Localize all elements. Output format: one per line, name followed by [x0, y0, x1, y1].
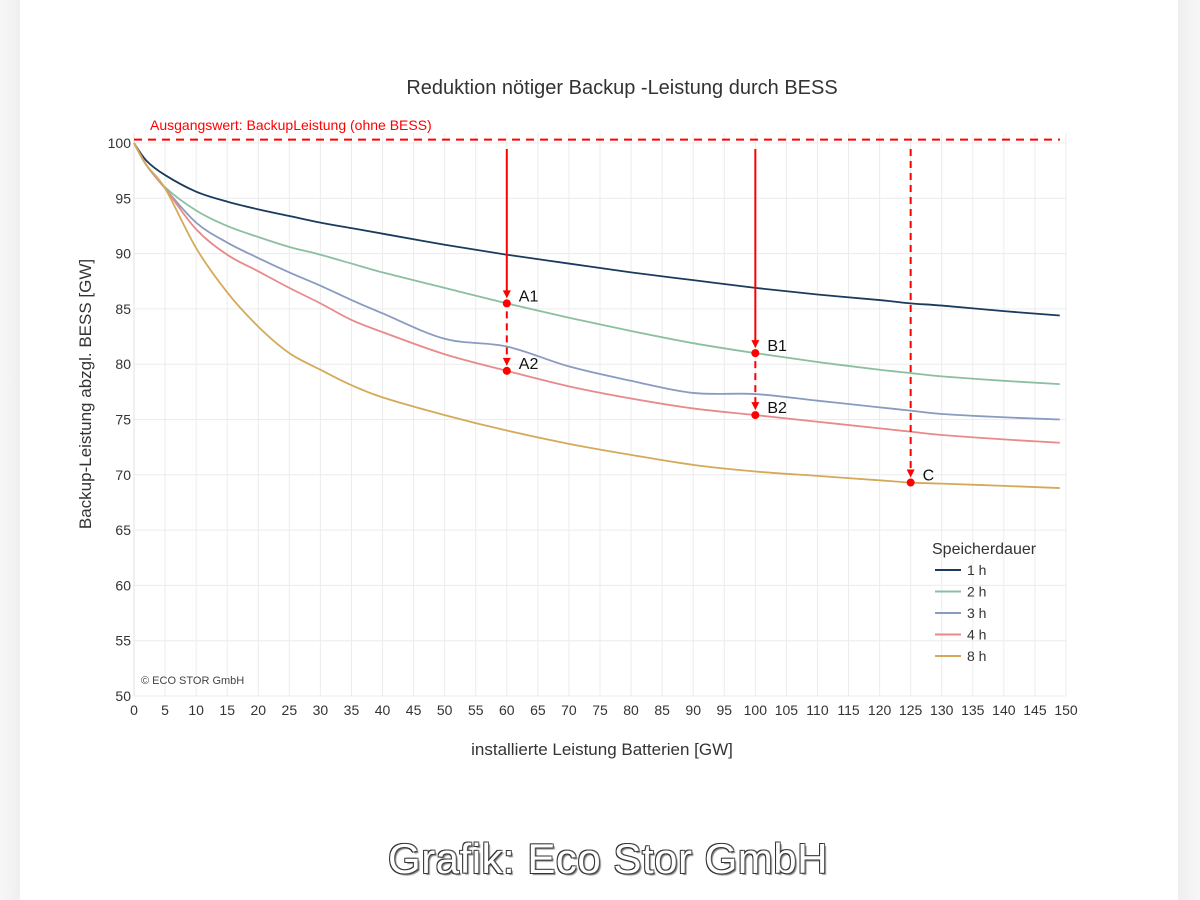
- series-line-2h: [133, 142, 1060, 386]
- x-tick-label: 150: [1054, 702, 1078, 718]
- x-tick-label: 140: [992, 702, 1016, 718]
- annotation-label: B1: [767, 338, 787, 355]
- arrow-head-icon: [751, 340, 760, 349]
- watermark: © ECO STOR GmbH: [141, 675, 244, 687]
- series-line-4h: [133, 142, 1060, 444]
- y-tick-label: 65: [115, 522, 131, 538]
- x-tick-label: 90: [685, 702, 701, 718]
- annotation-point: [502, 366, 511, 375]
- legend-item-label: 2 h: [967, 584, 986, 600]
- y-axis-ticks: 50 55 60 65 70 75 80 85 90 95 100: [108, 135, 132, 704]
- annotation-label: C: [923, 468, 935, 485]
- chart-series: [133, 142, 1060, 489]
- page-right-border: [1178, 0, 1200, 900]
- y-tick-label: 85: [115, 301, 131, 317]
- x-tick-label: 65: [530, 702, 546, 718]
- x-tick-label: 125: [899, 702, 923, 718]
- y-tick-label: 60: [115, 577, 131, 593]
- x-tick-label: 55: [468, 702, 484, 718]
- x-axis-label: installierte Leistung Batterien [GW]: [471, 740, 733, 759]
- chart-grid: [133, 133, 1067, 697]
- annotation-point: [751, 411, 760, 420]
- x-tick-label: 25: [282, 702, 298, 718]
- annotation-point: [906, 478, 915, 487]
- y-tick-label: 55: [115, 633, 131, 649]
- image-caption: Grafik: Eco Stor GmbH: [388, 835, 828, 882]
- series-line-8h: [133, 142, 1060, 489]
- legend-item-label: 8 h: [967, 648, 986, 664]
- arrow-head-icon: [502, 290, 511, 299]
- x-tick-label: 15: [219, 702, 235, 718]
- x-tick-label: 0: [130, 702, 138, 718]
- x-tick-label: 75: [592, 702, 608, 718]
- y-tick-label: 75: [115, 412, 131, 428]
- x-tick-label: 40: [375, 702, 391, 718]
- x-tick-label: 60: [499, 702, 515, 718]
- annotation-label: B2: [767, 400, 787, 417]
- annotation-point: [751, 349, 760, 358]
- x-tick-label: 30: [313, 702, 329, 718]
- series-line-1h: [133, 142, 1060, 317]
- x-tick-label: 50: [437, 702, 453, 718]
- x-tick-label: 105: [775, 702, 799, 718]
- x-tick-label: 45: [406, 702, 422, 718]
- x-tick-label: 110: [806, 702, 829, 718]
- y-axis-label: Backup-Leistung abzgl. BESS [GW]: [76, 259, 95, 529]
- baseline-label: Ausgangswert: BackupLeistung (ohne BESS): [150, 117, 432, 133]
- chart-legend: Speicherdauer 1 h 2 h 3 h 4 h 8 h: [932, 541, 1037, 664]
- arrow-head-icon: [751, 402, 760, 411]
- page-left-border: [0, 0, 20, 900]
- legend-item-label: 4 h: [967, 627, 986, 643]
- y-tick-label: 95: [115, 190, 131, 206]
- y-tick-label: 100: [108, 135, 132, 151]
- y-tick-label: 80: [115, 356, 131, 372]
- chart-title: Reduktion nötiger Backup -Leistung durch…: [406, 77, 837, 99]
- annotations: A1 A2 B1 B2 C: [502, 149, 935, 487]
- x-tick-label: 135: [961, 702, 985, 718]
- legend-title: Speicherdauer: [932, 541, 1037, 558]
- legend-item-label: 1 h: [967, 562, 986, 578]
- x-tick-label: 5: [161, 702, 169, 718]
- x-tick-label: 70: [561, 702, 577, 718]
- x-tick-label: 115: [837, 702, 860, 718]
- series-line-3h: [133, 142, 1060, 421]
- baseline-reference: Ausgangswert: BackupLeistung (ohne BESS): [134, 117, 1060, 141]
- x-tick-label: 145: [1023, 702, 1047, 718]
- annotation-label: A2: [519, 356, 539, 373]
- x-tick-label: 20: [250, 702, 266, 718]
- x-tick-label: 100: [744, 702, 768, 718]
- y-tick-label: 90: [115, 246, 131, 262]
- y-tick-label: 70: [115, 467, 131, 483]
- x-tick-label: 85: [654, 702, 670, 718]
- y-tick-label: 50: [115, 688, 131, 704]
- x-axis-ticks: 0 5 10 15 20 25 30 35 40 45 50 55 60 65 70 75 80 85 90 95 10…: [130, 702, 1078, 718]
- legend-item-label: 3 h: [967, 605, 986, 621]
- x-tick-label: 95: [716, 702, 732, 718]
- annotation-point: [502, 299, 511, 308]
- x-tick-label: 10: [188, 702, 204, 718]
- arrow-head-icon: [906, 469, 915, 478]
- x-tick-label: 130: [930, 702, 954, 718]
- x-tick-label: 80: [623, 702, 639, 718]
- x-tick-label: 35: [344, 702, 360, 718]
- annotation-label: A1: [519, 288, 539, 305]
- arrow-head-icon: [502, 357, 511, 366]
- x-tick-label: 120: [868, 702, 892, 718]
